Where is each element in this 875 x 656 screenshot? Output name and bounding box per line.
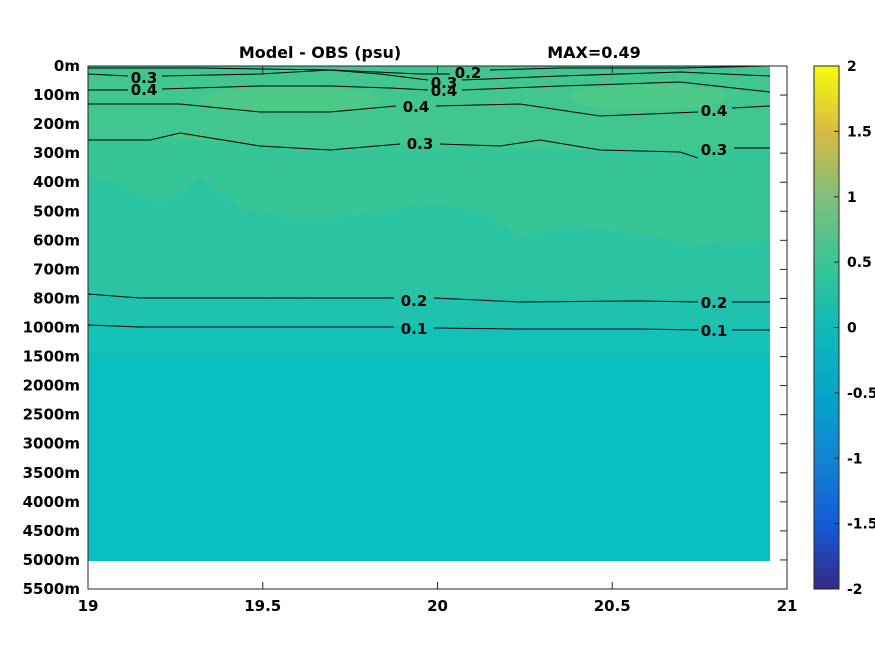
y-tick-label: 200m [33, 115, 80, 133]
contour-label: 0.4 [701, 102, 728, 120]
colorbar-tick-label: 1 [847, 190, 857, 206]
contour-line-0.2-mid [87, 293, 770, 303]
y-tick-label: 500m [33, 202, 80, 220]
chart-title: Model - OBS (psu) [239, 43, 401, 62]
field-band-mid [88, 180, 770, 300]
y-tick-label: 700m [33, 260, 80, 278]
contour-label: 0.4 [403, 98, 430, 116]
contour-label: 0.3 [131, 69, 158, 87]
field-band-upper [88, 140, 770, 245]
colorbar-tick-label: 2 [847, 59, 857, 75]
field-core-right [570, 84, 730, 110]
y-tick-label: 1000m [23, 319, 80, 337]
contour-line-0.3-lower [88, 132, 770, 159]
x-tick-label: 19 [78, 597, 99, 615]
y-tick-label: 5500m [23, 580, 80, 598]
colorbar-tick-label: -1.5 [847, 517, 875, 533]
contour-label: 0.2 [455, 64, 482, 82]
contour-label: 0.3 [701, 141, 728, 159]
heatmap-field [88, 66, 770, 561]
contour-label: 0.2 [701, 294, 728, 312]
colorbar-tick-label: 0.5 [847, 255, 872, 271]
contour-line-0.4-top [88, 81, 771, 93]
y-tick-label: 100m [33, 86, 80, 104]
x-tick-label: 19.5 [244, 597, 281, 615]
field-band-800 [88, 292, 770, 326]
y-tick-label: 2000m [23, 377, 80, 395]
y-tick-label: 4000m [23, 493, 80, 511]
contour-label: 0.4 [431, 82, 458, 100]
contour-line-0.3-top [87, 69, 771, 81]
x-axis: 19 19.5 20 20.5 21 [78, 66, 798, 615]
y-tick-label: 0m [54, 57, 80, 75]
contour-line-0.1 [87, 324, 770, 331]
colorbar-tick-label: -1 [847, 451, 863, 467]
x-tick-label: 20.5 [594, 597, 631, 615]
x-tick-label: 20 [427, 597, 448, 615]
colorbar-tick-label: 0 [847, 321, 857, 337]
field-band-1000 [88, 325, 770, 355]
y-tick-label: 5000m [23, 551, 80, 569]
y-tick-label: 1500m [23, 348, 80, 366]
y-tick-label: 4500m [23, 522, 80, 540]
y-tick-label: 400m [33, 173, 80, 191]
contour-line-0.4-lower [88, 103, 771, 117]
y-tick-label: 300m [33, 144, 80, 162]
contour-label: 0.1 [701, 322, 728, 340]
contour-label: 0.3 [431, 74, 458, 92]
colorbar-ticks: 2 1.5 1 0.5 0 -0.5 -1 -1.5 -2 [834, 59, 875, 598]
contour-lines [87, 65, 771, 331]
y-tick-label: 3500m [23, 464, 80, 482]
max-label: MAX=0.49 [547, 43, 641, 62]
y-tick-label: 2500m [23, 406, 80, 424]
colorbar-tick-label: -2 [847, 582, 863, 598]
contour-labels: 0.2 0.3 0.3 0.4 0.4 0.4 0.4 0.3 0.3 0.2 … [131, 64, 728, 340]
colorbar-tick-label: -0.5 [847, 386, 875, 402]
y-tick-label: 800m [33, 289, 80, 307]
colorbar-tick-label: 1.5 [847, 124, 872, 140]
contour-label: 0.3 [407, 135, 434, 153]
y-tick-label: 600m [33, 231, 80, 249]
x-tick-label: 21 [777, 597, 798, 615]
field-core-left [200, 86, 380, 114]
y-tick-label: 3000m [23, 435, 80, 453]
y-axis: 0m 100m 200m 300m 400m 500m 600m 700m 800m 1000m 1… [23, 57, 787, 598]
contour-label: 0.4 [131, 81, 158, 99]
contour-label: 0.2 [401, 292, 428, 310]
contour-label: 0.1 [401, 320, 428, 338]
